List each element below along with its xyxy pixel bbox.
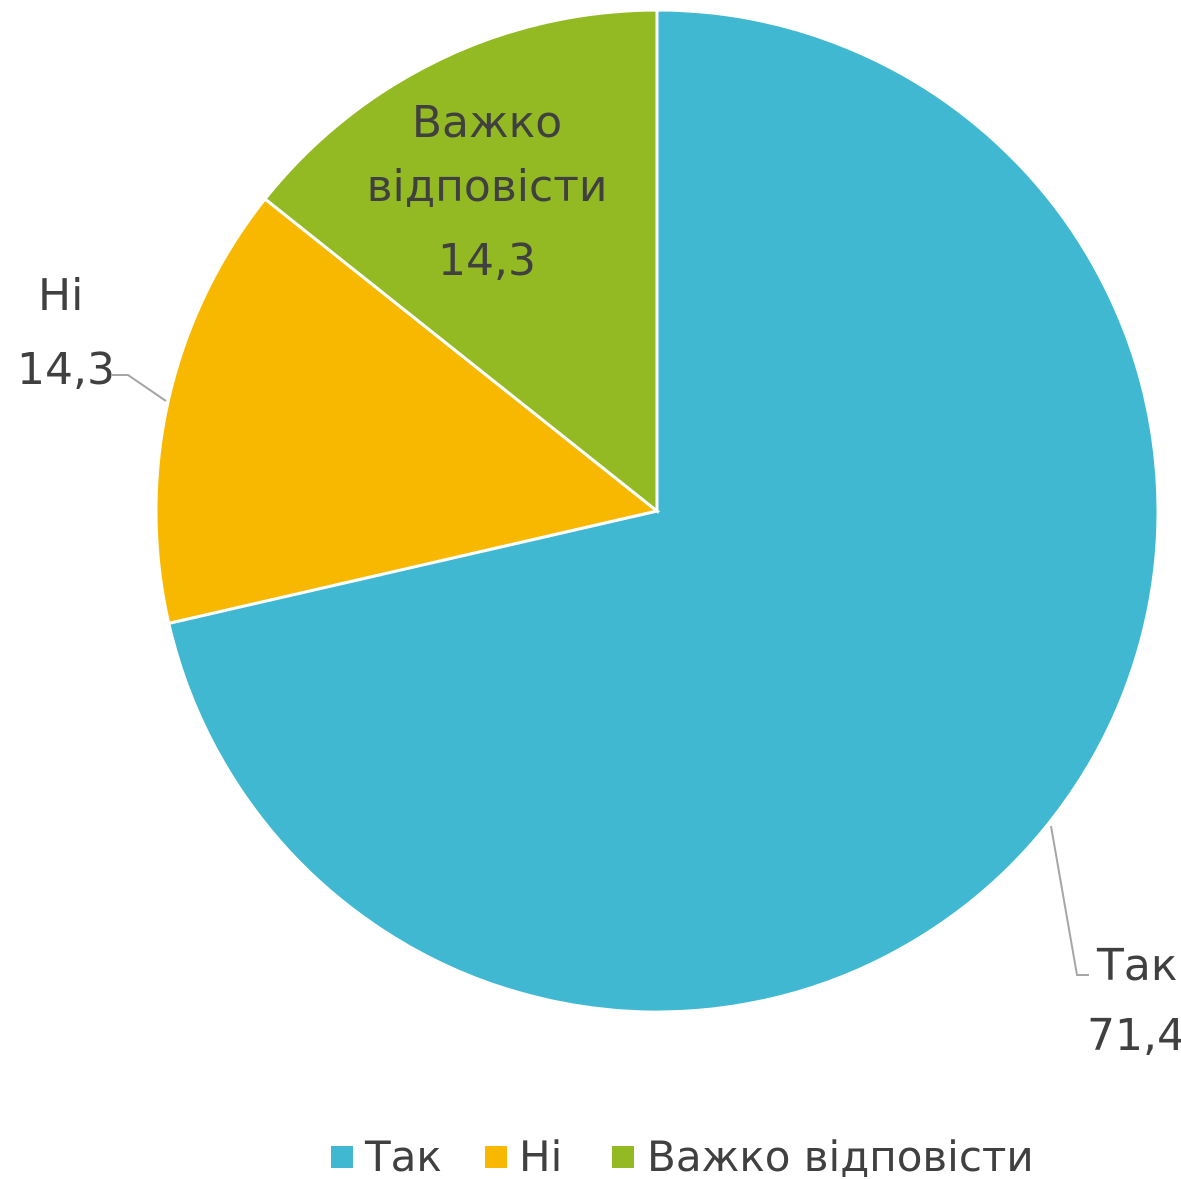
data-labels: Так 71,4 Ні 14,3 Важко відповісти 14,3 xyxy=(17,97,1181,1061)
data-label-vazhko-0: Важко xyxy=(412,97,562,148)
legend-swatch-tak xyxy=(331,1146,353,1168)
legend-label-ni: Ні xyxy=(519,1132,562,1179)
leader-lines xyxy=(112,374,1089,976)
pie-slice-ni xyxy=(154,196,661,626)
legend-label-tak: Так xyxy=(364,1132,442,1179)
data-label-vazhko-1: відповісти xyxy=(367,161,608,212)
legend-label-vazhko: Важко відповісти xyxy=(647,1132,1034,1179)
pie-slice-tak xyxy=(166,8,1160,1014)
data-label-ni-0: Ні xyxy=(38,270,83,321)
legend: Так Ні Важко відповісти xyxy=(331,1132,1034,1179)
legend-swatch-vazhko xyxy=(612,1146,634,1168)
leader-line-ni xyxy=(112,374,167,402)
data-label-tak-0: Так xyxy=(1096,940,1177,991)
data-label-ni-1: 14,3 xyxy=(17,344,115,395)
leader-line-tak xyxy=(1050,825,1089,976)
data-label-vazhko-2: 14,3 xyxy=(438,235,536,286)
pie-slice-vazhko xyxy=(262,8,659,515)
data-label-tak-1: 71,4 xyxy=(1087,1010,1181,1061)
legend-swatch-ni xyxy=(485,1146,507,1168)
pie-slices xyxy=(154,8,1160,1014)
